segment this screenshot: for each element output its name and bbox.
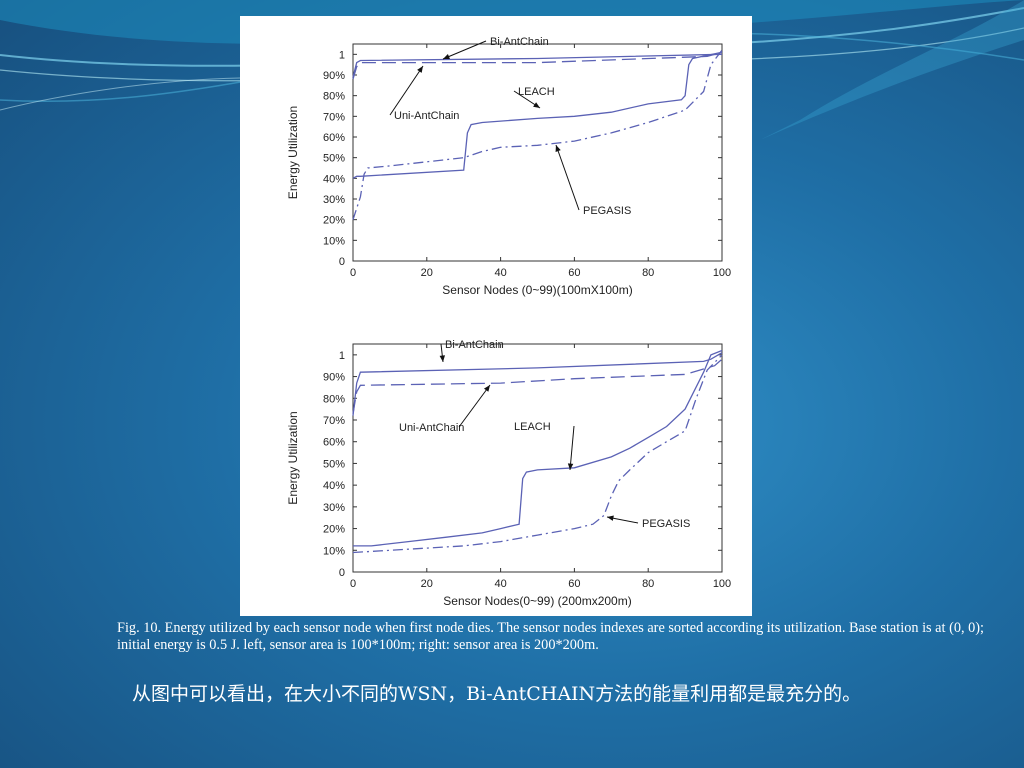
conclusion-note: 从图中可以看出，在大小不同的WSN，Bi-AntCHAIN方法的能量利用都是最充… [132, 683, 862, 705]
annotation-arrow [389, 65, 424, 116]
annotation-label: Uni-AntChain [394, 110, 459, 122]
annotation-label: Bi-AntChain [445, 339, 504, 351]
plot-frame [352, 43, 723, 262]
y-tick-label: 90% [323, 372, 345, 384]
y-tick-label: 80% [323, 393, 345, 405]
x-axis-label: Sensor Nodes(0~99) (200mx200m) [443, 594, 631, 608]
chart-top: 0 10% 20% 30% 40% 50% 60% 70% 80% 90% 1 0 20 40 60 80 10… [286, 36, 731, 297]
x-tick-label: 80 [642, 578, 654, 590]
chart-bottom: 0 10% 20% 30% 40% 50% 60% 70% 80% 90% 1 0 20 40 60 80 10… [286, 339, 731, 608]
x-tick-label: 100 [713, 578, 731, 590]
y-tick-label: 60% [323, 437, 345, 449]
arrowhead [567, 463, 574, 470]
arrowhead [533, 102, 540, 108]
series-uni-antchain [352, 51, 723, 80]
y-axis-label: Energy Utilization [286, 411, 300, 504]
annotation-label: LEACH [514, 421, 551, 433]
y-tick-label: 40% [323, 480, 345, 492]
annotation-arrow [442, 40, 487, 60]
x-tick-label: 60 [568, 578, 580, 590]
y-tick-label: 60% [323, 132, 345, 144]
y-tick-label: 70% [323, 111, 345, 123]
x-tick-label: 40 [494, 267, 506, 279]
series-leach [352, 51, 723, 179]
annotation-label: Bi-AntChain [490, 36, 549, 48]
y-tick-label: 90% [323, 70, 345, 82]
arrowhead [443, 53, 450, 60]
annotation-label: LEACH [518, 86, 555, 98]
arrowhead [607, 515, 614, 521]
series-bi-antchain [352, 352, 723, 416]
y-tick-label: 50% [323, 458, 345, 470]
series-pegasis [352, 49, 723, 220]
x-tick-label: 40 [494, 578, 506, 590]
x-axis-label: Sensor Nodes (0~99)(100mX100m) [442, 283, 632, 297]
arrowhead [555, 145, 561, 152]
annotation-label: PEGASIS [583, 205, 631, 217]
arrowhead [439, 355, 445, 362]
y-tick-label: 1 [339, 49, 345, 61]
annotation-label: Uni-AntChain [399, 422, 464, 434]
y-tick-label: 10% [323, 545, 345, 557]
y-tick-label: 10% [323, 235, 345, 247]
series-bi-antchain [352, 53, 723, 78]
annotation-arrow [569, 425, 575, 471]
y-tick-label: 80% [323, 91, 345, 103]
annotation-arrow [458, 384, 491, 428]
y-tick-label: 1 [339, 350, 345, 362]
x-tick-label: 0 [350, 578, 356, 590]
x-tick-label: 20 [421, 578, 433, 590]
figure-panel: 0 10% 20% 30% 40% 50% 60% 70% 80% 90% 1 0 20 40 60 80 10… [240, 16, 752, 616]
arrowhead [483, 385, 490, 392]
annotation-label: PEGASIS [642, 518, 690, 530]
series-leach [353, 349, 723, 547]
x-tick-label: 60 [568, 267, 580, 279]
x-tick-label: 20 [421, 267, 433, 279]
arrowhead [417, 66, 423, 73]
y-tick-label: 20% [323, 524, 345, 536]
y-tick-label: 50% [323, 153, 345, 165]
y-tick-label: 20% [323, 215, 345, 227]
y-tick-label: 40% [323, 173, 345, 185]
series-pegasis [352, 354, 723, 554]
y-tick-label: 0 [339, 567, 345, 579]
y-axis-label: Energy Utilization [286, 106, 300, 199]
y-tick-label: 0 [339, 256, 345, 268]
y-tick-label: 70% [323, 415, 345, 427]
plot-frame [352, 343, 723, 573]
x-tick-label: 80 [642, 267, 654, 279]
x-tick-label: 100 [713, 267, 731, 279]
annotation-arrow [555, 144, 580, 211]
figure-caption: Fig. 10. Energy utilized by each sensor … [117, 620, 985, 653]
y-tick-label: 30% [323, 502, 345, 514]
x-tick-label: 0 [350, 267, 356, 279]
y-tick-label: 30% [323, 194, 345, 206]
